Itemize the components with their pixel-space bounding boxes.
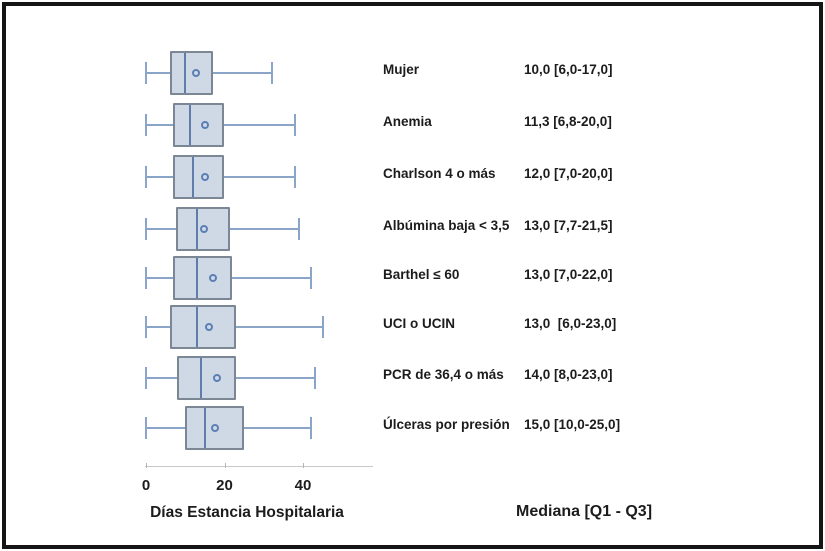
mean-marker-icon <box>210 424 219 432</box>
row-value: 13,0 [6,0-23,0] <box>524 316 617 331</box>
whisker-cap-low <box>145 218 147 240</box>
x-tick-mark <box>303 463 304 468</box>
whisker-cap-high <box>309 417 312 439</box>
whisker-cap-low <box>145 316 147 338</box>
row-label: Charlson 4 o más <box>383 166 496 181</box>
whisker-cap-low <box>145 114 147 136</box>
iqr-box <box>169 305 237 349</box>
x-tick-label: 0 <box>141 477 151 494</box>
mean-marker-icon <box>204 323 213 331</box>
mean-marker-icon <box>200 121 209 129</box>
iqr-box <box>185 406 245 450</box>
whisker-cap-high <box>321 316 324 338</box>
row-label: Albúmina baja < 3,5 <box>383 218 510 233</box>
x-axis-line <box>145 466 373 467</box>
row-value: 11,3 [6,8-20,0] <box>524 114 612 129</box>
mean-marker-icon <box>208 274 217 282</box>
median-line <box>189 105 192 145</box>
iqr-box <box>173 155 225 199</box>
iqr-box <box>173 256 233 300</box>
x-tick-mark <box>146 463 147 468</box>
x-axis-title: Días Estancia Hospitalaria <box>150 504 344 521</box>
median-line <box>192 157 195 197</box>
whisker-cap-high <box>294 114 297 136</box>
whisker-cap-high <box>309 267 312 289</box>
median-line <box>196 258 199 298</box>
row-label: PCR de 36,4 o más <box>383 367 504 382</box>
mean-marker-icon <box>191 69 200 77</box>
median-line <box>199 358 202 398</box>
row-label: UCI o UCIN <box>383 316 455 331</box>
mean-marker-icon <box>200 225 209 233</box>
row-value: 10,0 [6,0-17,0] <box>524 62 613 77</box>
row-label: Anemia <box>383 114 432 129</box>
whisker-cap-low <box>145 166 147 188</box>
whisker-cap-high <box>270 62 273 84</box>
iqr-box <box>169 51 213 95</box>
x-tick-mark <box>224 463 226 468</box>
whisker-cap-low <box>145 417 147 439</box>
whisker-cap-high <box>313 367 316 389</box>
mean-marker-icon <box>200 173 209 181</box>
whisker-cap-low <box>145 267 147 289</box>
whisker-cap-low <box>145 367 147 389</box>
iqr-box <box>172 103 225 147</box>
median-line <box>196 209 199 249</box>
iqr-box <box>176 207 231 251</box>
row-value: 13,0 [7,7-21,5] <box>524 218 613 233</box>
row-label: Mujer <box>383 62 420 77</box>
legend-median-q1-q3-label: Mediana [Q1 - Q3] <box>516 503 653 520</box>
row-label: Úlceras por presión <box>383 417 510 432</box>
row-value: 15,0 [10,0-25,0] <box>524 417 621 432</box>
median-line <box>203 408 206 448</box>
row-label: Barthel ≤ 60 <box>383 267 460 282</box>
row-value: 12,0 [7,0-20,0] <box>524 166 613 181</box>
x-tick-label: 20 <box>216 477 233 494</box>
iqr-box <box>177 356 237 400</box>
whisker-cap-high <box>294 166 297 188</box>
row-value: 14,0 [8,0-23,0] <box>524 367 613 382</box>
mean-marker-icon <box>212 374 221 382</box>
x-tick-label: 40 <box>294 477 312 494</box>
median-line <box>184 53 187 93</box>
median-line <box>196 307 199 347</box>
row-value: 13,0 [7,0-22,0] <box>524 267 613 282</box>
whisker-cap-low <box>145 62 147 84</box>
whisker-cap-high <box>298 218 301 240</box>
